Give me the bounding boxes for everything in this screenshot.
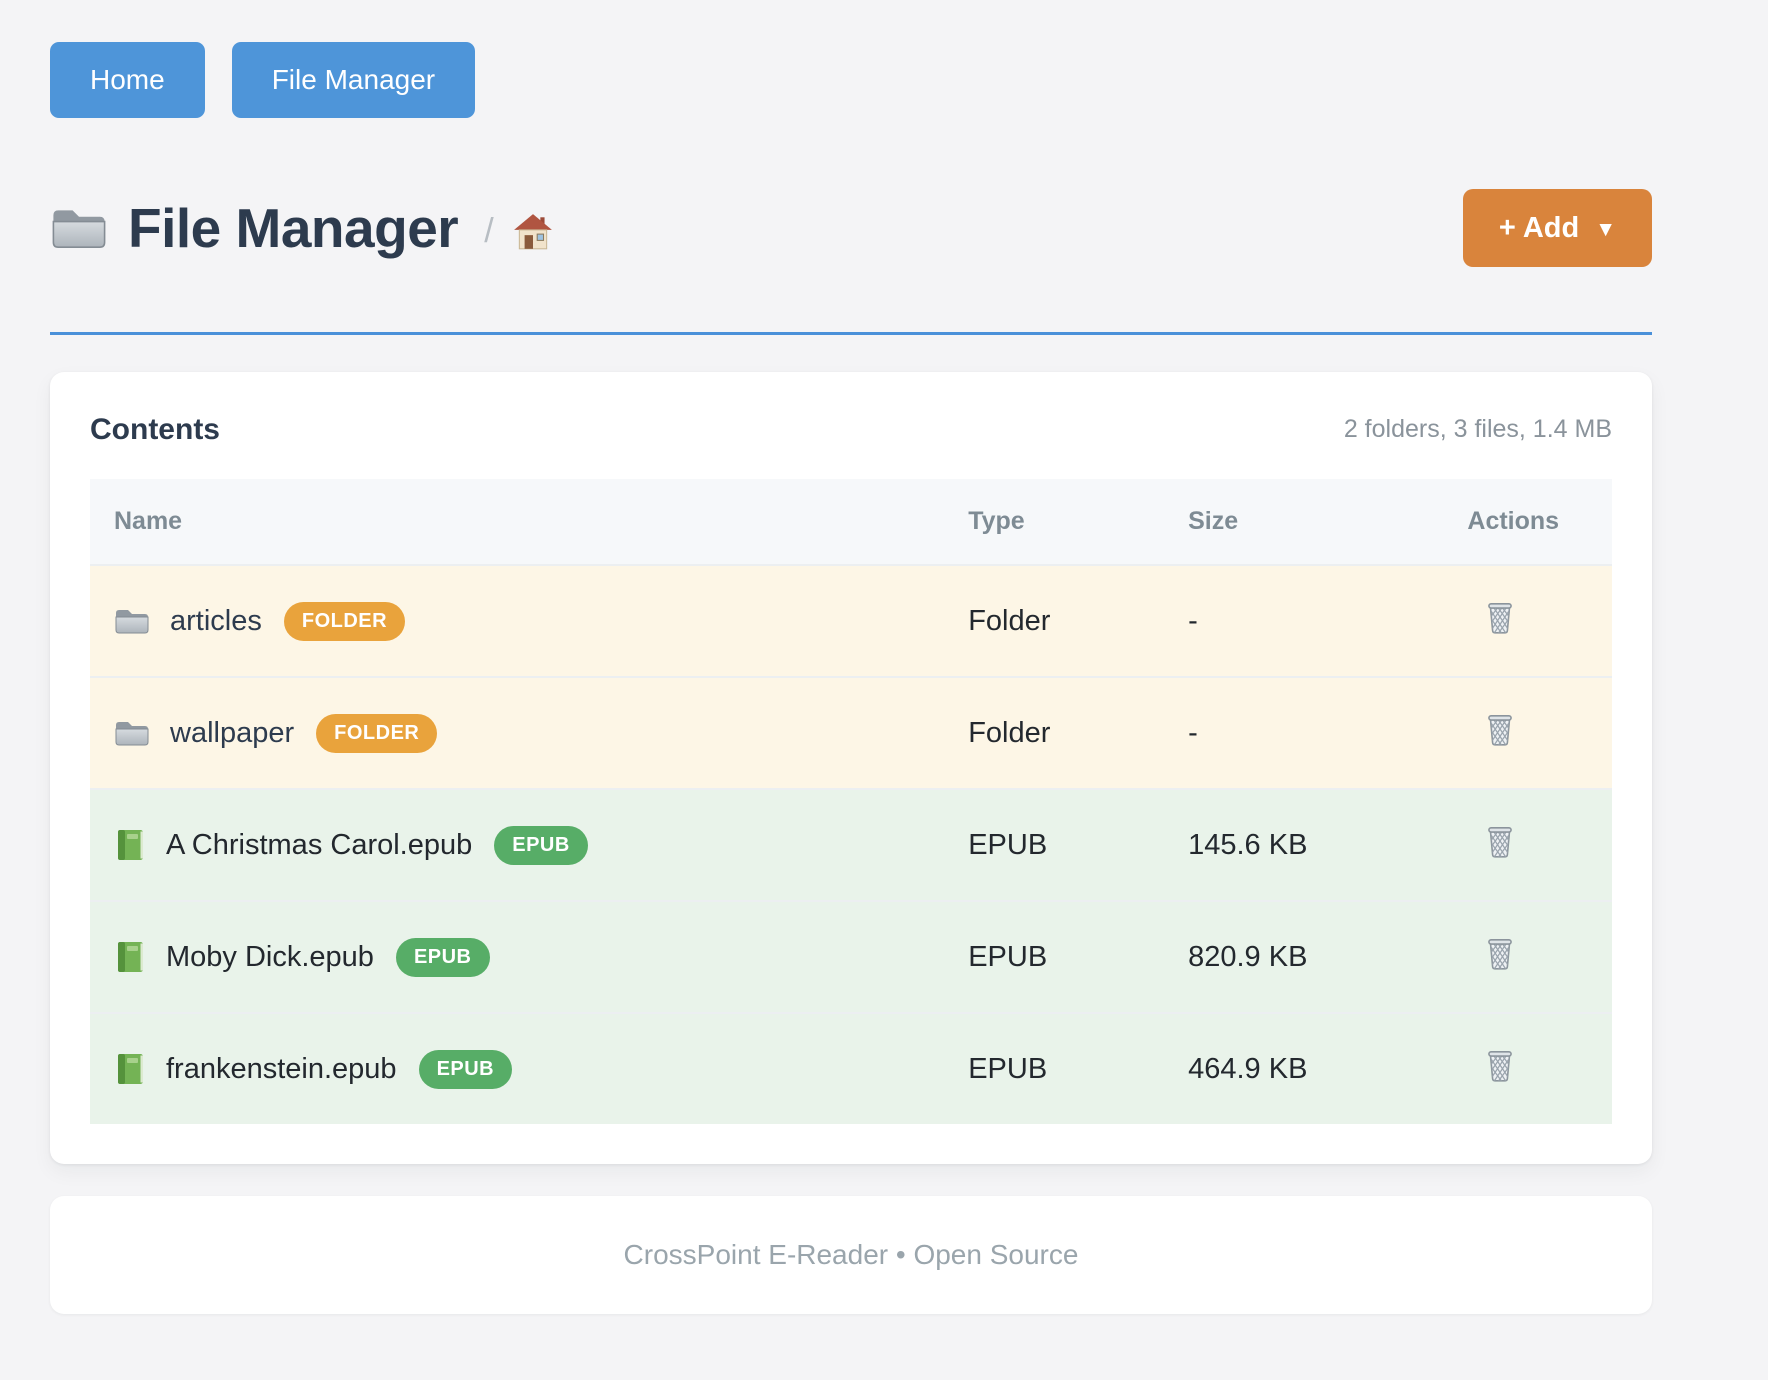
trash-icon xyxy=(1481,822,1519,860)
actions-cell xyxy=(1467,710,1612,756)
file-name-cell: articles FOLDER xyxy=(90,601,968,641)
actions-cell xyxy=(1467,822,1612,868)
contents-summary: 2 folders, 3 files, 1.4 MB xyxy=(1343,415,1612,443)
file-table: Name Type Size Actions articles FOLDER F… xyxy=(90,479,1612,1124)
delete-button[interactable] xyxy=(1481,822,1519,860)
file-name[interactable]: frankenstein.epub xyxy=(166,1052,397,1085)
green-book-icon xyxy=(114,1052,146,1086)
trash-icon xyxy=(1481,598,1519,636)
contents-card: Contents 2 folders, 3 files, 1.4 MB Name… xyxy=(50,372,1652,1164)
delete-button[interactable] xyxy=(1481,934,1519,972)
trash-icon xyxy=(1481,1046,1519,1084)
column-header-size: Size xyxy=(1188,507,1239,535)
type-cell: Folder xyxy=(968,604,1051,637)
file-name-cell: frankenstein.epub EPUB xyxy=(90,1049,968,1089)
folder-icon xyxy=(50,204,108,252)
house-icon[interactable] xyxy=(512,211,554,253)
page: Home File Manager File Manager / + Add ▼… xyxy=(50,42,1652,1314)
table-row: A Christmas Carol.epub EPUB EPUB 145.6 K… xyxy=(90,788,1612,900)
add-button-label: + Add xyxy=(1498,211,1580,244)
actions-cell xyxy=(1467,598,1612,644)
table-row: frankenstein.epub EPUB EPUB 464.9 KB xyxy=(90,1012,1612,1124)
footer-text: CrossPoint E-Reader • Open Source xyxy=(623,1239,1079,1270)
file-name-cell: wallpaper FOLDER xyxy=(90,713,968,753)
epub-badge: EPUB xyxy=(494,825,588,865)
table-row: Moby Dick.epub EPUB EPUB 820.9 KB xyxy=(90,900,1612,1012)
table-row: wallpaper FOLDER Folder - xyxy=(90,676,1612,788)
contents-title: Contents xyxy=(90,412,220,446)
epub-badge: EPUB xyxy=(395,937,490,977)
page-title: File Manager xyxy=(128,197,459,259)
file-name[interactable]: articles xyxy=(170,604,262,637)
type-cell: EPUB xyxy=(968,1052,1048,1085)
epub-badge: EPUB xyxy=(418,1049,513,1089)
delete-button[interactable] xyxy=(1481,1046,1519,1084)
delete-button[interactable] xyxy=(1481,710,1519,748)
actions-cell xyxy=(1467,934,1612,980)
nav-file-manager-button[interactable]: File Manager xyxy=(231,42,476,118)
green-book-icon xyxy=(114,828,146,862)
delete-button[interactable] xyxy=(1481,598,1519,636)
size-cell: 464.9 KB xyxy=(1188,1052,1308,1085)
top-nav: Home File Manager xyxy=(50,42,1652,118)
type-cell: Folder xyxy=(968,716,1051,749)
table-header-row: Name Type Size Actions xyxy=(90,479,1612,564)
footer: CrossPoint E-Reader • Open Source xyxy=(50,1196,1652,1314)
folder-icon xyxy=(114,606,150,636)
type-cell: EPUB xyxy=(968,828,1048,861)
trash-icon xyxy=(1481,710,1519,748)
file-name[interactable]: A Christmas Carol.epub xyxy=(166,828,473,861)
size-cell: - xyxy=(1188,604,1198,637)
size-cell: 820.9 KB xyxy=(1188,940,1308,973)
page-header: File Manager / + Add ▼ xyxy=(50,188,1652,268)
file-name[interactable]: wallpaper xyxy=(170,716,295,749)
column-header-name: Name xyxy=(114,507,183,535)
type-cell: EPUB xyxy=(968,940,1048,973)
table-row: articles FOLDER Folder - xyxy=(90,564,1612,676)
file-name-cell: Moby Dick.epub EPUB xyxy=(90,937,968,977)
column-header-type: Type xyxy=(968,507,1025,535)
file-name[interactable]: Moby Dick.epub xyxy=(166,940,374,973)
column-header-actions: Actions xyxy=(1467,507,1560,535)
size-cell: 145.6 KB xyxy=(1188,828,1308,861)
folder-badge: FOLDER xyxy=(316,713,438,753)
trash-icon xyxy=(1481,934,1519,972)
contents-card-header: Contents 2 folders, 3 files, 1.4 MB xyxy=(90,406,1612,453)
folder-icon xyxy=(114,718,150,748)
add-button[interactable]: + Add ▼ xyxy=(1462,189,1652,267)
title-divider xyxy=(50,332,1652,335)
actions-cell xyxy=(1467,1046,1612,1092)
size-cell: - xyxy=(1188,716,1198,749)
breadcrumb: / xyxy=(484,211,494,250)
nav-home-button[interactable]: Home xyxy=(50,42,205,118)
green-book-icon xyxy=(114,940,146,974)
file-name-cell: A Christmas Carol.epub EPUB xyxy=(90,825,968,865)
title-wrap: File Manager / xyxy=(50,196,554,260)
folder-badge: FOLDER xyxy=(283,601,406,641)
caret-down-icon: ▼ xyxy=(1595,217,1616,241)
